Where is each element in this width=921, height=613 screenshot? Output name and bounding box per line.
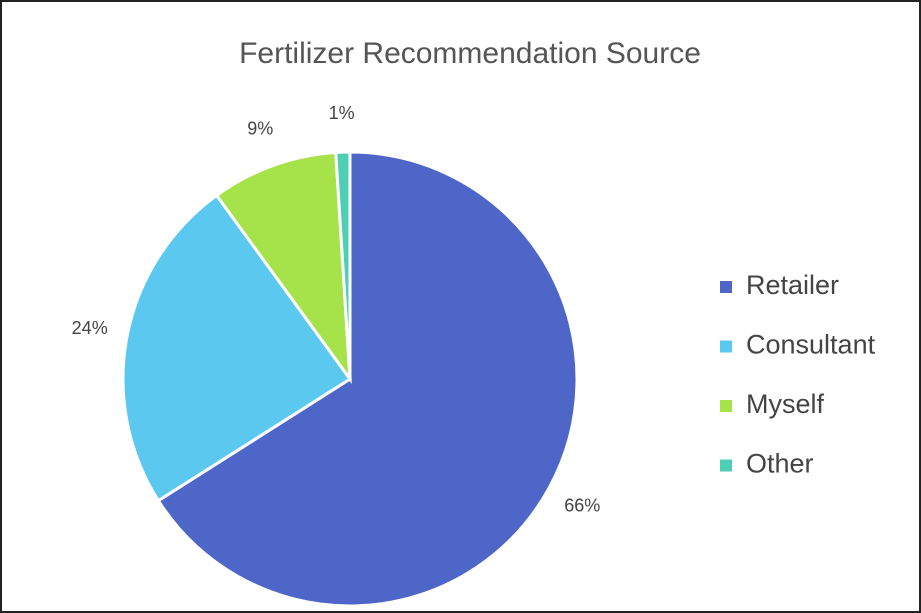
pie-slice bbox=[214, 150, 352, 385]
legend-swatch bbox=[720, 459, 732, 472]
data-label: 9% bbox=[247, 118, 273, 138]
legend-label: Consultant bbox=[746, 330, 876, 360]
pie-slice bbox=[121, 193, 353, 503]
data-label: 66% bbox=[564, 495, 600, 515]
pie-slice bbox=[334, 150, 352, 380]
legend-label: Myself bbox=[746, 389, 825, 419]
legend-swatch bbox=[720, 400, 732, 412]
pie-slice bbox=[156, 150, 579, 608]
data-label: 1% bbox=[329, 103, 355, 123]
legend-label: Retailer bbox=[746, 270, 839, 300]
legend-label: Other bbox=[746, 449, 814, 479]
data-label: 24% bbox=[72, 318, 108, 338]
chart-title: Fertilizer Recommendation Source bbox=[239, 37, 701, 70]
legend-swatch bbox=[720, 340, 732, 353]
legend-swatch bbox=[720, 281, 732, 293]
